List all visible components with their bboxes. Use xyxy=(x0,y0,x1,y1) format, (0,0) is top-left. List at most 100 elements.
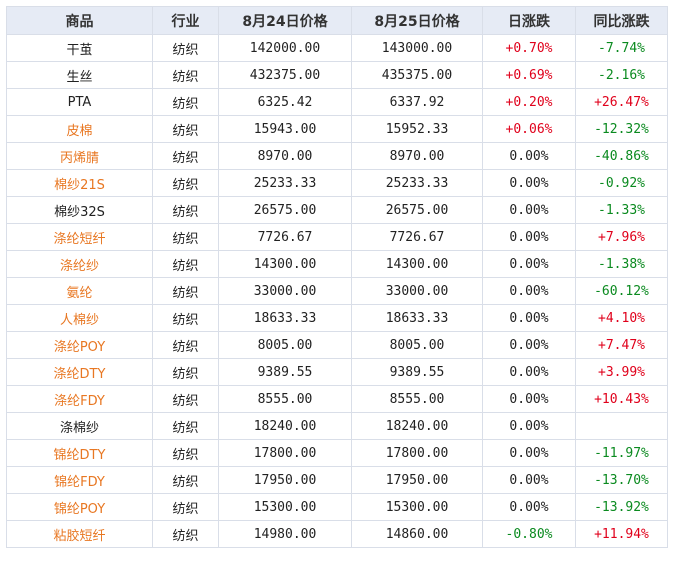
price-aug25-cell: 17800.00 xyxy=(351,439,483,467)
commodity-name[interactable]: 棉纱21S xyxy=(6,169,153,197)
commodity-name[interactable]: 锦纶DTY xyxy=(6,439,153,467)
price-aug25-cell: 8970.00 xyxy=(351,142,483,170)
industry-cell: 纺织 xyxy=(152,439,219,467)
table-row: 干茧 纺织 142000.00 143000.00 +0.70% -7.74% xyxy=(6,34,668,62)
table-body: 干茧 纺织 142000.00 143000.00 +0.70% -7.74% 生丝 纺织 43… xyxy=(6,34,668,548)
price-aug25-cell: 8005.00 xyxy=(351,331,483,359)
industry-cell: 纺织 xyxy=(152,250,219,278)
price-aug24-cell: 142000.00 xyxy=(218,34,352,62)
table-header-row: 商品 行业 8月24日价格 8月25日价格 日涨跌 同比涨跌 xyxy=(6,6,668,35)
industry-cell: 纺织 xyxy=(152,358,219,386)
price-table-container: 商品 行业 8月24日价格 8月25日价格 日涨跌 同比涨跌 干茧 纺织 14200… xyxy=(6,6,668,548)
daily-change-cell: -0.80% xyxy=(482,520,576,548)
yoy-change-cell: -1.38% xyxy=(575,250,668,278)
commodity-name[interactable]: 涤纶FDY xyxy=(6,385,153,413)
price-aug24-cell: 14980.00 xyxy=(218,520,352,548)
yoy-change-cell: -7.74% xyxy=(575,34,668,62)
commodity-name[interactable]: 涤纶DTY xyxy=(6,358,153,386)
industry-cell: 纺织 xyxy=(152,331,219,359)
daily-change-cell: +0.06% xyxy=(482,115,576,143)
industry-cell: 纺织 xyxy=(152,304,219,332)
yoy-change-cell: -13.70% xyxy=(575,466,668,494)
yoy-change-cell: -40.86% xyxy=(575,142,668,170)
yoy-change-cell xyxy=(575,412,668,440)
daily-change-cell: 0.00% xyxy=(482,250,576,278)
price-aug24-cell: 15943.00 xyxy=(218,115,352,143)
yoy-change-cell: -11.97% xyxy=(575,439,668,467)
yoy-change-cell: +26.47% xyxy=(575,88,668,116)
price-aug25-cell: 18240.00 xyxy=(351,412,483,440)
commodity-name: 干茧 xyxy=(6,34,153,62)
commodity-name: 棉纱32S xyxy=(6,196,153,224)
yoy-change-cell: -2.16% xyxy=(575,61,668,89)
price-aug25-cell: 435375.00 xyxy=(351,61,483,89)
header-daily-change: 日涨跌 xyxy=(482,6,576,35)
price-aug24-cell: 7726.67 xyxy=(218,223,352,251)
price-aug25-cell: 6337.92 xyxy=(351,88,483,116)
commodity-name[interactable]: 粘胶短纤 xyxy=(6,520,153,548)
commodity-name[interactable]: 涤纶短纤 xyxy=(6,223,153,251)
price-aug25-cell: 33000.00 xyxy=(351,277,483,305)
table-row: 粘胶短纤 纺织 14980.00 14860.00 -0.80% +11.94% xyxy=(6,520,668,548)
commodity-name[interactable]: 锦纶FDY xyxy=(6,466,153,494)
industry-cell: 纺织 xyxy=(152,196,219,224)
commodity-name[interactable]: 丙烯腈 xyxy=(6,142,153,170)
table-row: 涤棉纱 纺织 18240.00 18240.00 0.00% xyxy=(6,412,668,440)
table-row: 涤纶FDY 纺织 8555.00 8555.00 0.00% +10.43% xyxy=(6,385,668,413)
header-price-aug25: 8月25日价格 xyxy=(351,6,483,35)
daily-change-cell: 0.00% xyxy=(482,142,576,170)
price-aug24-cell: 14300.00 xyxy=(218,250,352,278)
commodity-name: PTA xyxy=(6,88,153,116)
daily-change-cell: 0.00% xyxy=(482,439,576,467)
table-row: PTA 纺织 6325.42 6337.92 +0.20% +26.47% xyxy=(6,88,668,116)
industry-cell: 纺织 xyxy=(152,169,219,197)
commodity-name[interactable]: 锦纶POY xyxy=(6,493,153,521)
industry-cell: 纺织 xyxy=(152,520,219,548)
industry-cell: 纺织 xyxy=(152,466,219,494)
industry-cell: 纺织 xyxy=(152,61,219,89)
daily-change-cell: +0.70% xyxy=(482,34,576,62)
commodity-name[interactable]: 涤纶纱 xyxy=(6,250,153,278)
daily-change-cell: 0.00% xyxy=(482,304,576,332)
daily-change-cell: +0.69% xyxy=(482,61,576,89)
daily-change-cell: 0.00% xyxy=(482,358,576,386)
table-row: 人棉纱 纺织 18633.33 18633.33 0.00% +4.10% xyxy=(6,304,668,332)
yoy-change-cell: +7.47% xyxy=(575,331,668,359)
industry-cell: 纺织 xyxy=(152,34,219,62)
table-row: 生丝 纺织 432375.00 435375.00 +0.69% -2.16% xyxy=(6,61,668,89)
yoy-change-cell: -0.92% xyxy=(575,169,668,197)
commodity-name[interactable]: 人棉纱 xyxy=(6,304,153,332)
price-aug24-cell: 18633.33 xyxy=(218,304,352,332)
table-row: 涤纶短纤 纺织 7726.67 7726.67 0.00% +7.96% xyxy=(6,223,668,251)
table-row: 涤纶纱 纺织 14300.00 14300.00 0.00% -1.38% xyxy=(6,250,668,278)
daily-change-cell: 0.00% xyxy=(482,412,576,440)
industry-cell: 纺织 xyxy=(152,277,219,305)
price-aug25-cell: 18633.33 xyxy=(351,304,483,332)
yoy-change-cell: -13.92% xyxy=(575,493,668,521)
industry-cell: 纺织 xyxy=(152,142,219,170)
price-aug25-cell: 143000.00 xyxy=(351,34,483,62)
price-aug25-cell: 26575.00 xyxy=(351,196,483,224)
industry-cell: 纺织 xyxy=(152,223,219,251)
commodity-name[interactable]: 氨纶 xyxy=(6,277,153,305)
daily-change-cell: 0.00% xyxy=(482,223,576,251)
price-aug24-cell: 18240.00 xyxy=(218,412,352,440)
header-price-aug24: 8月24日价格 xyxy=(218,6,352,35)
commodity-name: 涤棉纱 xyxy=(6,412,153,440)
industry-cell: 纺织 xyxy=(152,385,219,413)
yoy-change-cell: +11.94% xyxy=(575,520,668,548)
table-row: 棉纱21S 纺织 25233.33 25233.33 0.00% -0.92% xyxy=(6,169,668,197)
industry-cell: 纺织 xyxy=(152,115,219,143)
price-aug24-cell: 9389.55 xyxy=(218,358,352,386)
industry-cell: 纺织 xyxy=(152,412,219,440)
industry-cell: 纺织 xyxy=(152,88,219,116)
price-aug25-cell: 7726.67 xyxy=(351,223,483,251)
yoy-change-cell: +10.43% xyxy=(575,385,668,413)
yoy-change-cell: -60.12% xyxy=(575,277,668,305)
table-row: 锦纶FDY 纺织 17950.00 17950.00 0.00% -13.70% xyxy=(6,466,668,494)
yoy-change-cell: +4.10% xyxy=(575,304,668,332)
commodity-name[interactable]: 皮棉 xyxy=(6,115,153,143)
commodity-name[interactable]: 涤纶POY xyxy=(6,331,153,359)
table-row: 涤纶POY 纺织 8005.00 8005.00 0.00% +7.47% xyxy=(6,331,668,359)
yoy-change-cell: +3.99% xyxy=(575,358,668,386)
